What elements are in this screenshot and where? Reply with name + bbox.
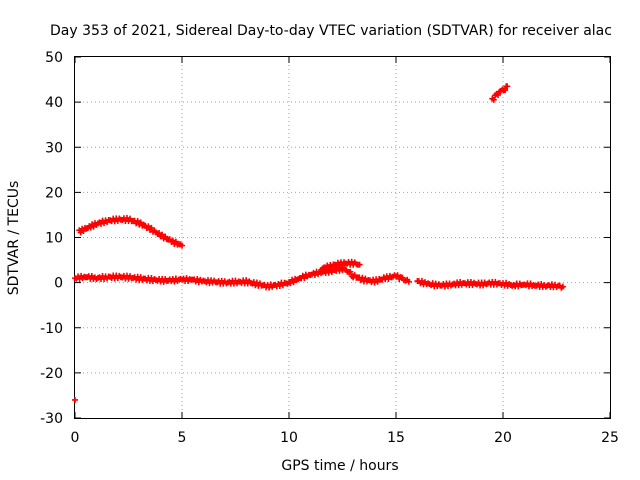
data-point-arc-early-high	[179, 242, 185, 249]
data-point-arc-afternoon	[385, 276, 392, 283]
data-point-arc-evening	[503, 279, 510, 286]
x-tick-label: 5	[178, 430, 187, 446]
data-point-arc-main-0-13h	[290, 279, 297, 286]
y-tick-label: 0	[54, 276, 63, 292]
y-tick-label: 30	[45, 140, 63, 156]
data-point-arc-evening	[559, 283, 566, 290]
grid-lines	[75, 57, 610, 418]
data-point-arc-main-0-13h	[76, 276, 83, 283]
plot-frame	[74, 56, 611, 419]
x-tick-label: 0	[71, 430, 80, 446]
x-tick-label: 25	[601, 430, 619, 446]
data-point-outlier	[72, 396, 78, 403]
data-point-arc-main-0-13h	[347, 268, 354, 275]
y-tick-label: -10	[40, 321, 63, 337]
data-point-arc-main-0-13h	[171, 278, 178, 285]
data-point-arc-afternoon	[405, 278, 412, 285]
chart-title: Day 353 of 2021, Sidereal Day-to-day VTE…	[50, 23, 612, 39]
data-point-arc-midday-bump	[325, 264, 332, 271]
data-point-arc-afternoon	[394, 272, 401, 279]
data-point-arc-main-0-13h	[287, 280, 294, 287]
y-tick-label: -20	[40, 366, 63, 382]
data-point-arc-late-high	[495, 91, 502, 98]
y-axis-label: SDTVAR / TECUs	[6, 181, 22, 296]
y-tick-label: 40	[45, 95, 63, 111]
y-tick-label: 20	[45, 185, 63, 201]
data-point-arc-early-high	[172, 238, 179, 245]
data-point-arc-early-high	[137, 219, 144, 226]
data-point-arc-early-high	[169, 237, 176, 244]
data-points	[72, 83, 566, 403]
x-tick-label: 15	[387, 430, 405, 446]
y-tick-label: 10	[45, 231, 63, 247]
data-point-arc-early-high	[159, 231, 166, 238]
data-point-arc-late-high	[504, 83, 511, 90]
y-tick-label: 50	[45, 50, 63, 66]
axis-ticks: 0 5 10 15 20 25 -30 -20 -10 0 10 20 30 40 50	[40, 50, 619, 446]
data-point-arc-early-high	[145, 223, 152, 230]
data-point-arc-afternoon	[359, 274, 366, 281]
data-point-arc-early-high	[156, 229, 163, 236]
data-point-arc-early-high	[134, 217, 141, 224]
data-point-arc-early-high	[87, 224, 94, 231]
data-point-arc-early-high	[148, 224, 155, 231]
data-point-arc-main-0-13h	[194, 275, 201, 282]
data-point-arc-main-0-13h	[311, 272, 318, 279]
data-point-arc-late-high	[490, 96, 497, 103]
data-point-arc-main-0-13h	[243, 277, 250, 284]
data-point-arc-evening	[418, 277, 425, 284]
data-point-arc-midday-bump	[322, 265, 329, 272]
data-point-arc-main-0-13h	[301, 275, 308, 282]
data-point-arc-main-0-13h	[266, 284, 273, 291]
data-point-arc-afternoon	[371, 279, 378, 286]
data-point-arc-main-0-13h	[148, 275, 155, 282]
x-tick-label: 10	[280, 430, 298, 446]
x-axis-label: GPS time / hours	[281, 458, 398, 474]
x-tick-label: 20	[494, 430, 512, 446]
data-point-arc-late-high	[502, 87, 509, 94]
data-point-arc-midday-bump	[356, 261, 363, 268]
y-tick-label: -30	[40, 411, 63, 427]
data-point-arc-main-0-13h	[253, 279, 260, 286]
